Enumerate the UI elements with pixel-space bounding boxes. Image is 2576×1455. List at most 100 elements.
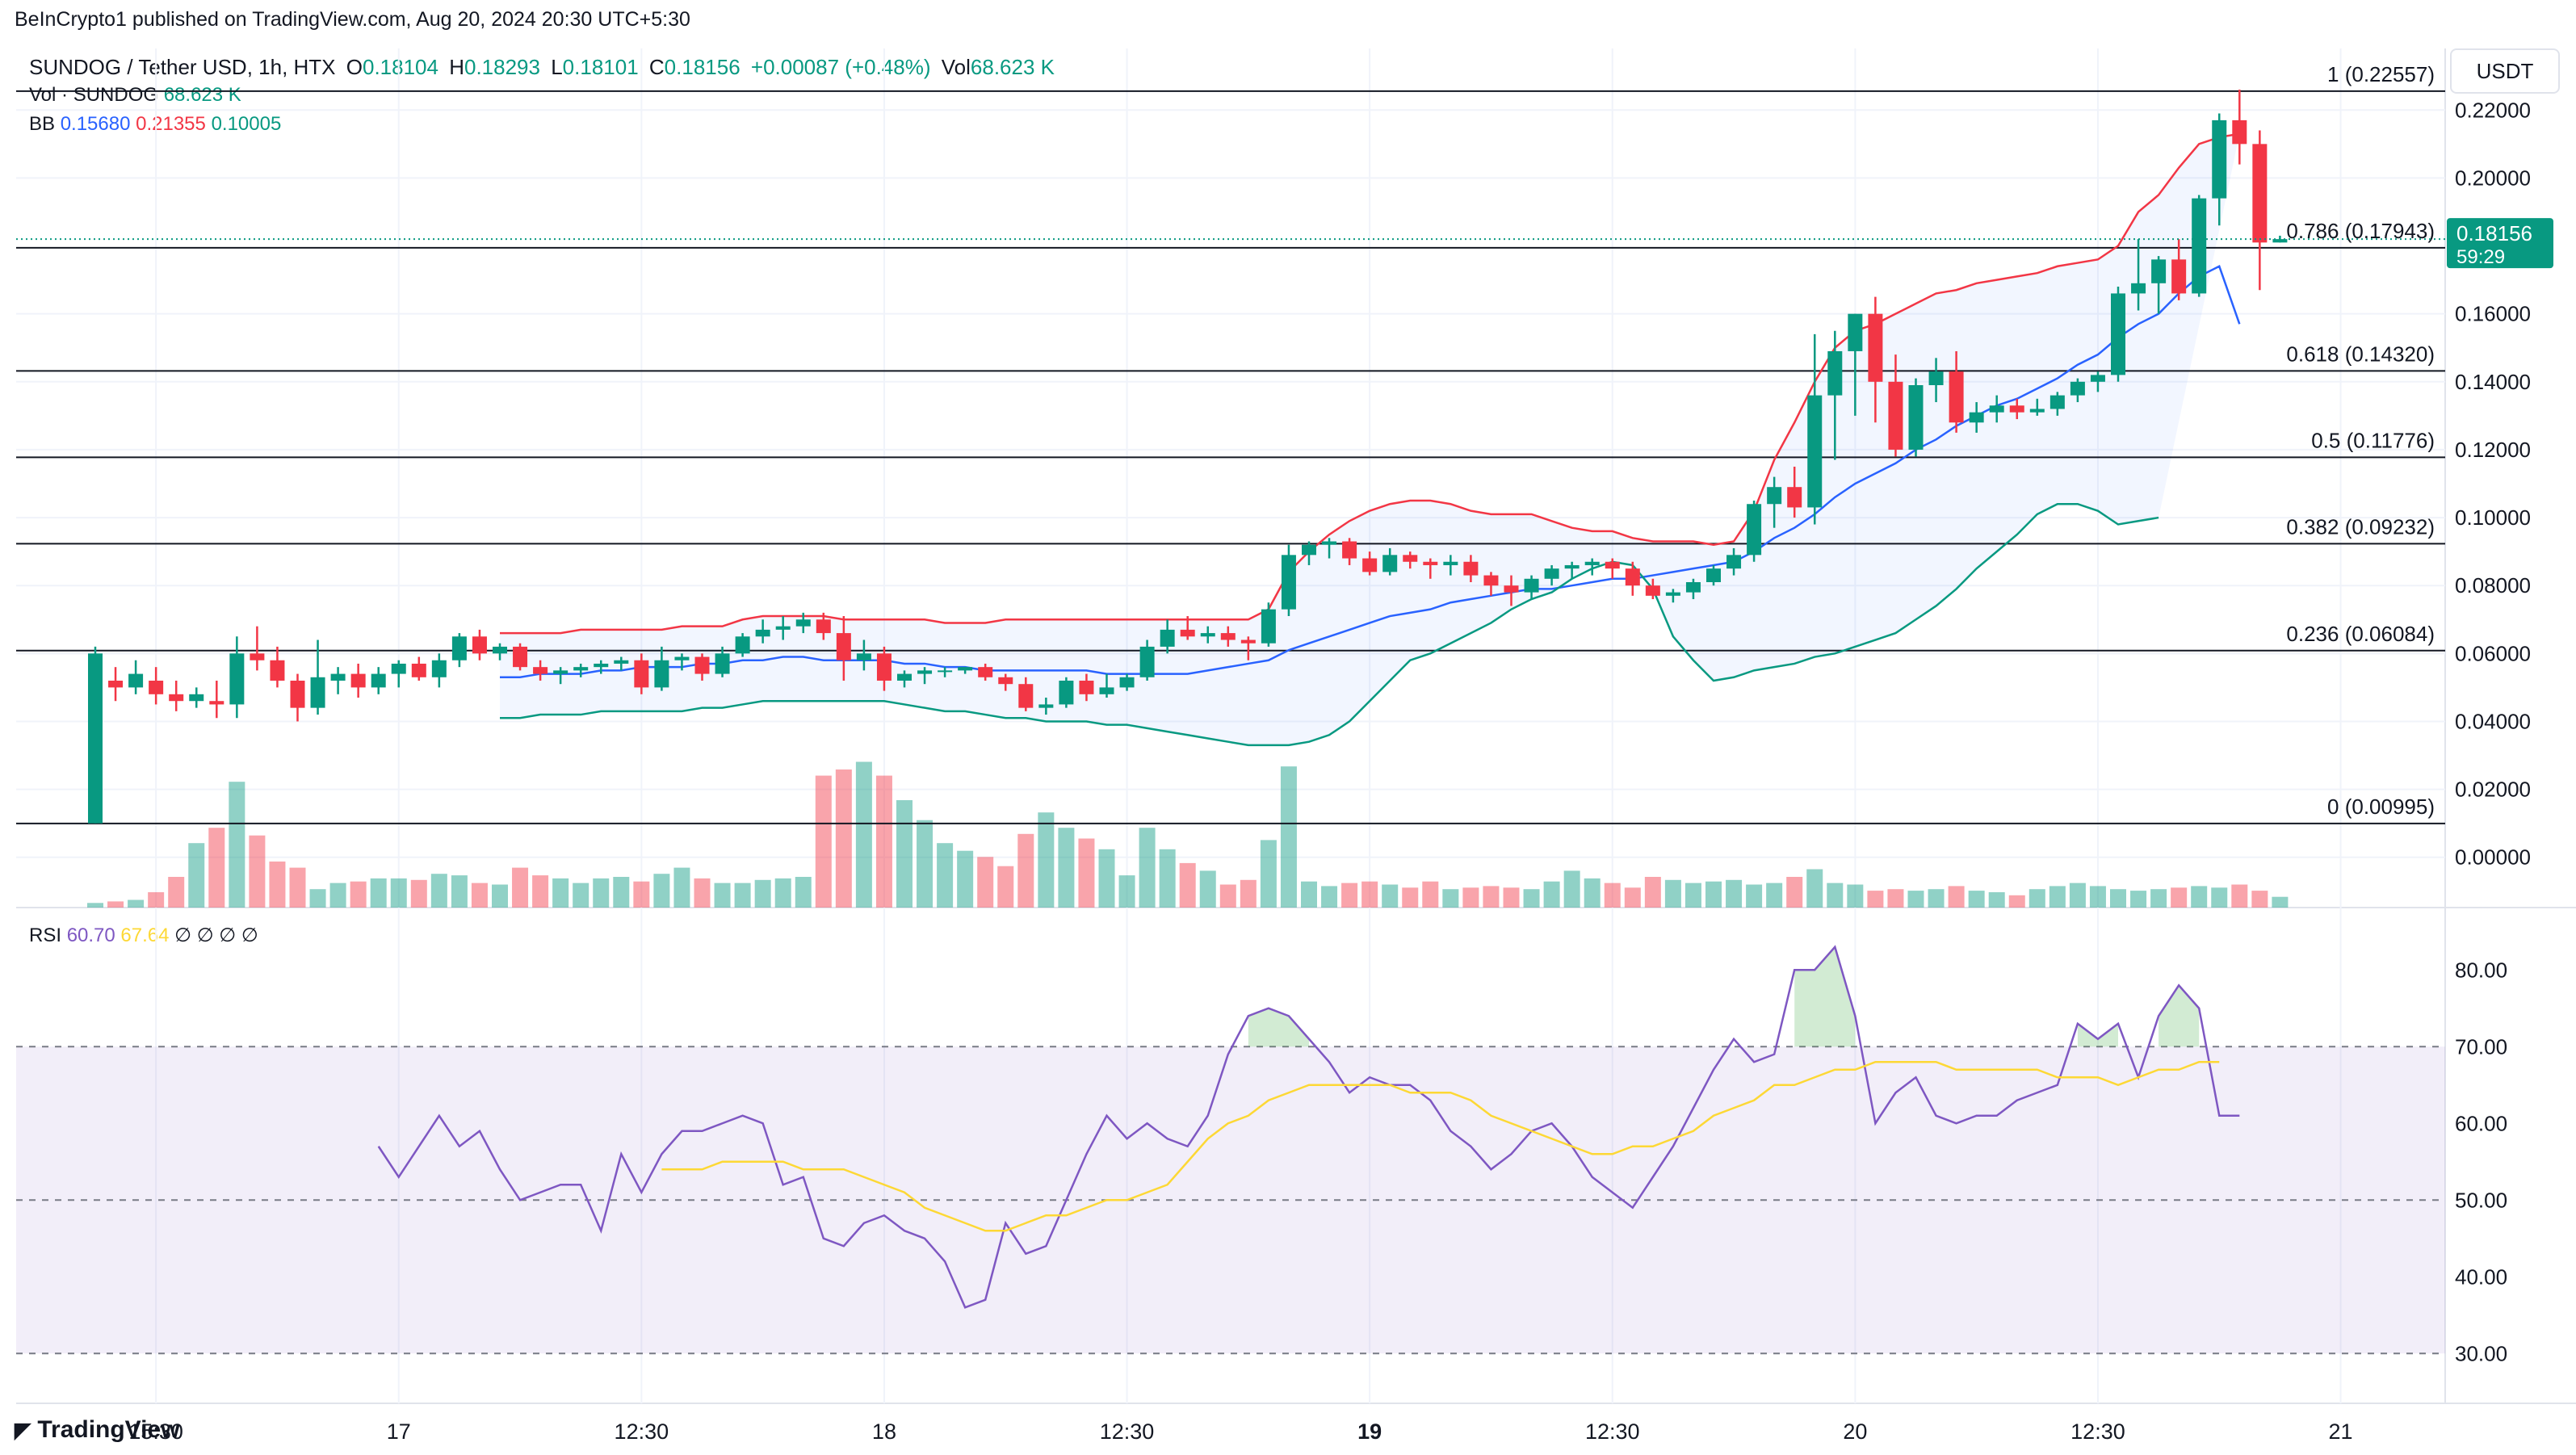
price-tick-label: 0.10000: [2455, 505, 2531, 530]
candle-body: [1949, 371, 1964, 423]
rsi-tick-label: 80.00: [2455, 958, 2507, 982]
candle-body: [350, 673, 366, 688]
volume-bar: [1543, 881, 1560, 908]
price-tick-label: 0.02000: [2455, 778, 2531, 802]
bb-legend-label: BB: [29, 113, 56, 135]
candle-body: [2009, 405, 2024, 413]
candle-body: [1463, 561, 1479, 576]
volume-bar: [957, 850, 974, 908]
low-label: L: [551, 55, 563, 79]
candle-body: [1767, 487, 1782, 505]
volume-bar: [1563, 870, 1580, 908]
bollinger-basis-line: [500, 265, 2241, 679]
candle-body: [229, 653, 245, 705]
candle-body: [2192, 198, 2207, 294]
rsi-extras: ∅ ∅ ∅ ∅: [174, 925, 258, 946]
candle-body: [1302, 544, 1316, 556]
candle-body: [411, 663, 426, 677]
candle-body: [694, 656, 710, 674]
vol-label: Vol: [941, 55, 971, 79]
rsi-legend[interactable]: RSI 60.70 67.64 ∅ ∅ ∅ ∅: [29, 924, 258, 947]
volume-bar: [471, 883, 488, 908]
volume-bar: [977, 857, 994, 908]
volume-bar: [492, 884, 508, 908]
candle-body: [108, 680, 124, 688]
candle-body: [1747, 504, 1762, 556]
candle-body: [1544, 568, 1559, 579]
volume-bar: [694, 878, 711, 908]
volume-bar: [2211, 887, 2228, 908]
candle-body: [1160, 629, 1175, 647]
volume-legend[interactable]: Vol · SUNDOG 68.623 K: [29, 84, 241, 107]
candle-body: [1726, 555, 1742, 569]
candle-body: [2090, 375, 2105, 382]
close-value: 0.18156: [664, 55, 740, 79]
time-tick-label: 20: [1843, 1419, 1867, 1444]
candle-body: [1645, 585, 1660, 596]
rsi-ma-value: 67.64: [120, 925, 170, 946]
candle-body: [209, 701, 224, 705]
candle-body: [1888, 381, 1903, 450]
currency-unit-button[interactable]: USDT: [2450, 48, 2560, 94]
publisher-line: BeInCrypto1 published on TradingView.com…: [15, 8, 690, 31]
volume-bar: [107, 901, 124, 908]
candle-body: [1403, 555, 1418, 562]
candle-body: [1807, 395, 1823, 508]
volume-bar: [512, 867, 529, 908]
volume-bar: [1523, 889, 1540, 908]
candle-body: [735, 636, 750, 654]
volume-bar: [229, 782, 245, 908]
candle-body: [493, 646, 507, 654]
volume-bar: [249, 835, 266, 908]
volume-legend-label: Vol · SUNDOG: [29, 84, 159, 106]
symbol-title[interactable]: SUNDOG / Tether USD, 1h, HTX: [29, 55, 336, 79]
candle-body: [978, 667, 993, 677]
candle-body: [1625, 568, 1640, 586]
volume-bar: [1402, 887, 1419, 908]
volume-bar: [795, 877, 812, 908]
bb-legend[interactable]: BB 0.15680 0.21355 0.10005: [29, 113, 281, 136]
candle-body: [169, 694, 184, 702]
volume-bar: [1078, 838, 1095, 908]
volume-bar: [2049, 886, 2066, 908]
fib-level-label: 0.236 (0.06084): [2286, 622, 2435, 646]
candle-body: [958, 667, 973, 671]
volume-bar: [815, 775, 832, 908]
candle-body: [88, 653, 103, 824]
candle-body: [1564, 564, 1580, 569]
candle-body: [533, 667, 548, 674]
candle-body: [856, 653, 871, 660]
candle-body: [594, 663, 609, 668]
volume-bar: [1361, 881, 1378, 908]
volume-bar: [613, 877, 630, 908]
high-value: 0.18293: [464, 55, 540, 79]
fib-level-label: 0.382 (0.09232): [2286, 514, 2435, 539]
tradingview-logo: ◤ TradingView: [15, 1416, 180, 1444]
volume-bar: [1280, 766, 1297, 908]
candle-body: [250, 653, 265, 660]
time-tick-label: 12:30: [1100, 1419, 1155, 1444]
candle-body: [775, 626, 791, 630]
candle-body: [654, 660, 669, 688]
bollinger-band-fill: [500, 133, 2240, 745]
candle-body: [1584, 561, 1600, 565]
rsi-tick-label: 60.00: [2455, 1111, 2507, 1135]
candle-body: [2049, 395, 2065, 409]
volume-bar: [1766, 883, 1783, 908]
candle-body: [1281, 555, 1296, 610]
volume-bar: [188, 843, 205, 908]
candle-body: [795, 619, 811, 627]
rsi-overbought-fill: [2077, 1023, 2118, 1047]
fib-level-label: 0.5 (0.11776): [2311, 428, 2435, 452]
volume-bar: [552, 878, 569, 908]
candle-body: [1059, 680, 1074, 705]
volume-bar: [653, 874, 670, 908]
volume-bar: [1442, 889, 1459, 908]
candle-body: [614, 660, 629, 664]
fib-level-label: 0 (0.00995): [2327, 795, 2435, 819]
volume-bar: [1017, 833, 1034, 908]
volume-bar: [917, 820, 933, 908]
candle-body: [553, 670, 568, 674]
candle-body: [816, 619, 831, 634]
